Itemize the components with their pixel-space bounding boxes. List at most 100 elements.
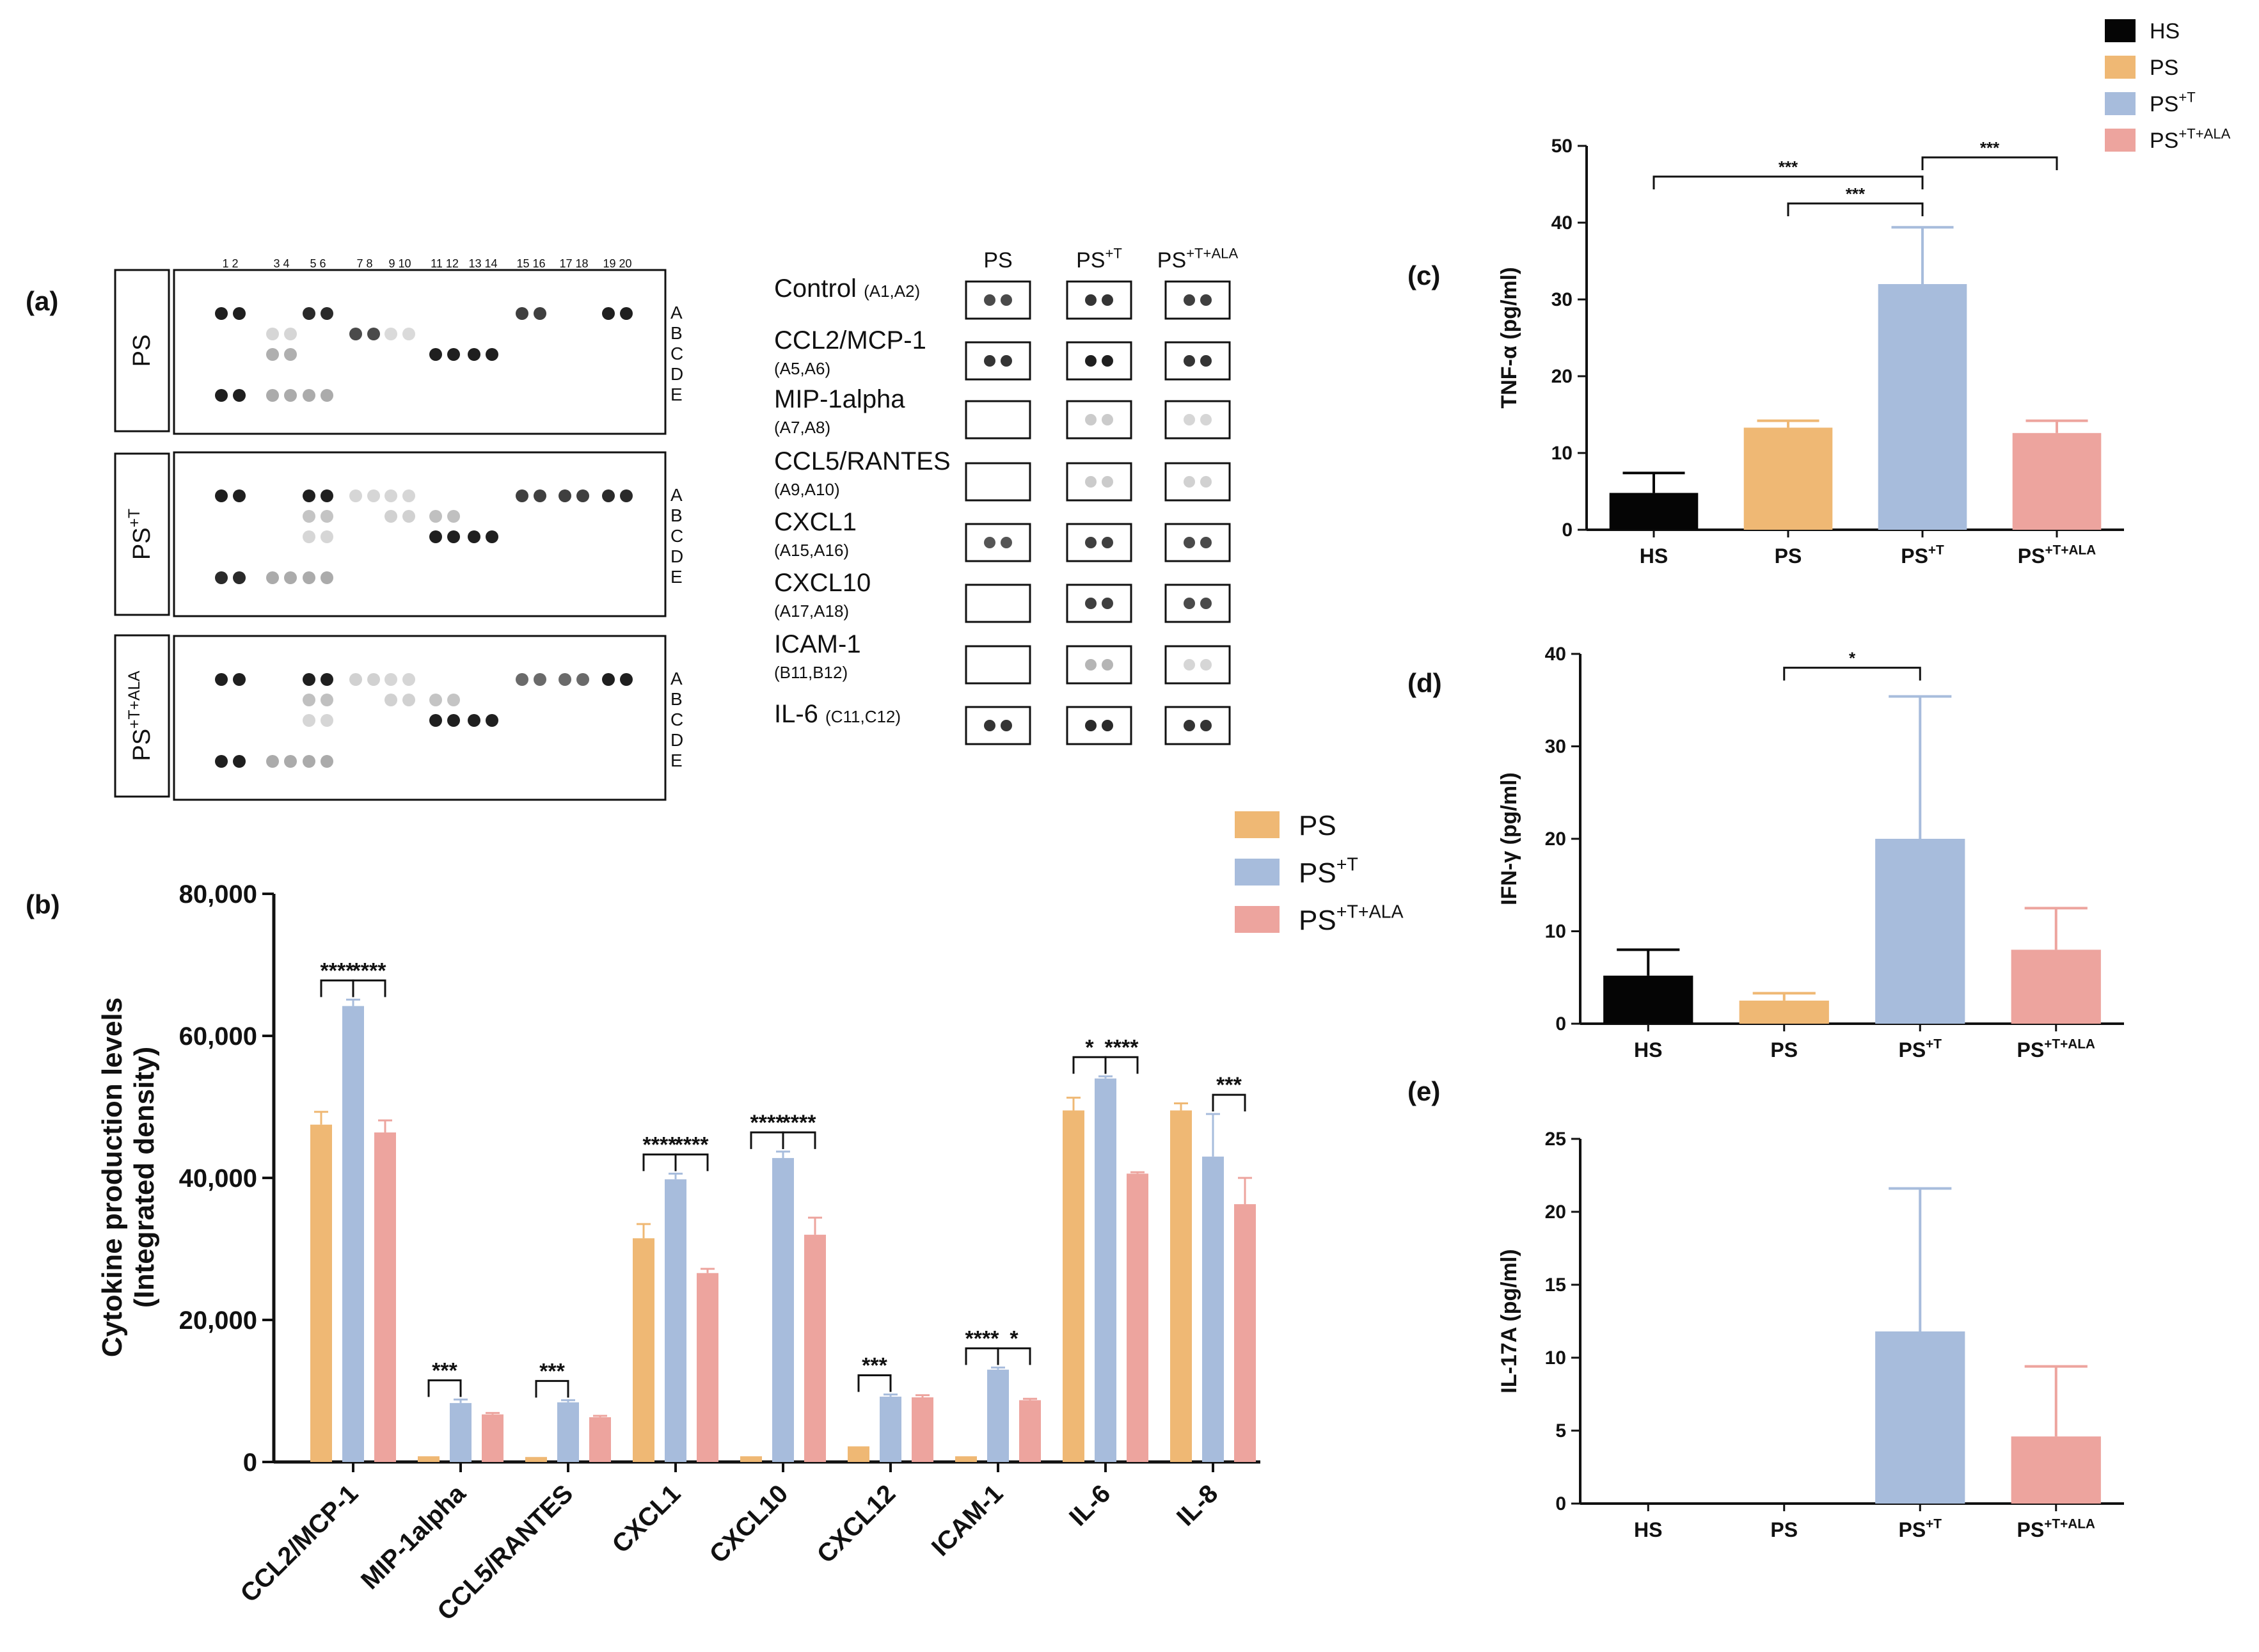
- zoom-row: Control (A1,A2): [774, 274, 1231, 320]
- column-number: 1 2: [222, 257, 238, 270]
- legend-label-base: PS: [2150, 92, 2178, 116]
- group-PST: PS+T: [1875, 695, 1965, 1061]
- cytokine-coords: (A7,A8): [774, 418, 830, 437]
- zoom-column-header-base: PS: [983, 248, 1012, 273]
- membrane-spot: [266, 389, 279, 402]
- category-group: CXCL10: [704, 1150, 826, 1569]
- cytokine-coords: (C11,C12): [825, 707, 901, 726]
- membrane-box: [173, 635, 667, 801]
- bar-HS: [1609, 493, 1699, 530]
- x-tick-label: CXCL10: [704, 1479, 794, 1569]
- bar-PSTALA: [697, 1273, 718, 1462]
- zoom-spot: [984, 537, 995, 548]
- zoom-spot-box: [1164, 645, 1231, 685]
- zoom-row: IL-6 (C11,C12): [774, 700, 1231, 745]
- membrane-spot: [620, 307, 633, 320]
- membrane-spot: [367, 489, 380, 502]
- zoom-spot-box: [965, 462, 1031, 502]
- zoom-spot: [1200, 659, 1212, 671]
- zoom-spot: [1102, 294, 1113, 306]
- zoom-spot: [1200, 598, 1212, 609]
- y-tick-label: 80,000: [179, 880, 257, 909]
- bar-PS: [525, 1457, 547, 1462]
- membrane-spot: [429, 694, 442, 706]
- zoom-spot-box: [965, 280, 1031, 320]
- row-letter: E: [670, 567, 683, 587]
- bar-HS: [1603, 975, 1693, 1024]
- x-tick-label: IL-6: [1064, 1479, 1116, 1531]
- x-tick-label-sup: +T: [1926, 1037, 1942, 1052]
- bar-PST: [450, 1402, 472, 1462]
- bracket-line: [1104, 1056, 1139, 1074]
- panel-label-c: (c): [1407, 260, 1440, 290]
- significance-label: ***: [1980, 138, 2000, 157]
- membrane-spot: [620, 673, 633, 686]
- membrane-spot: [233, 673, 246, 686]
- significance-label: ***: [1846, 184, 1866, 203]
- membrane-spot: [602, 489, 615, 502]
- zoom-spot: [1001, 537, 1012, 548]
- bar-PST: [772, 1157, 794, 1462]
- zoom-column-header-base: PS: [1076, 248, 1105, 273]
- membrane-spot: [349, 328, 362, 340]
- group-PSTALA: PS+T+ALA: [2012, 419, 2102, 568]
- zoom-row: CCL5/RANTES (A9,A10): [774, 447, 1231, 502]
- bar-PSTALA: [374, 1132, 396, 1462]
- significance-label: ****: [675, 1132, 709, 1157]
- membrane-spot: [516, 673, 528, 686]
- membrane-spot: [447, 694, 460, 706]
- significance-label: ****: [321, 958, 355, 983]
- membrane-spot: [534, 489, 546, 502]
- legend-swatch: [2105, 129, 2136, 152]
- legend-swatch: [2105, 92, 2136, 115]
- membrane-spot: [233, 755, 246, 768]
- cytokine-coords: (B11,B12): [774, 663, 848, 682]
- membrane-spot: [402, 673, 415, 686]
- membrane-spot: [367, 673, 380, 686]
- column-number: 3 4: [273, 257, 289, 270]
- zoom-spot-box: [1164, 584, 1231, 623]
- legend-swatch: [1235, 906, 1280, 933]
- column-number: 13 14: [468, 257, 497, 270]
- category-group: ICAM-1: [926, 1366, 1041, 1562]
- membrane-spot: [215, 571, 228, 584]
- zoom-spot-box: [1164, 462, 1231, 502]
- membrane-spot: [233, 307, 246, 320]
- group-HS: HS: [1634, 1504, 1662, 1541]
- bar-PSTALA: [2011, 1436, 2101, 1504]
- bracket-line: [1653, 175, 1924, 189]
- x-tick-label: HS: [1640, 544, 1668, 568]
- x-tick-label: HS: [1634, 1038, 1662, 1061]
- column-number: 17 18: [559, 257, 588, 270]
- row-letter: E: [670, 751, 683, 770]
- legend-label: PS+T: [1299, 855, 1358, 889]
- membrane-spot: [516, 307, 528, 320]
- significance-bracket: ****: [782, 1111, 817, 1149]
- x-tick-label: CXCL12: [812, 1479, 901, 1569]
- category-group: IL-6: [1063, 1075, 1148, 1532]
- category-group: CCL2/MCP-1: [235, 998, 396, 1608]
- zoom-row: CCL2/MCP-1 (A5,A6): [774, 326, 1231, 381]
- cytokine-name: CXCL10: [774, 569, 871, 597]
- legend-label-sup: +T: [2178, 90, 2195, 106]
- membrane-spot: [486, 714, 498, 727]
- zoom-spot: [1102, 355, 1113, 367]
- panel-label-e: (e): [1407, 1076, 1440, 1106]
- legend-label: PS: [2150, 56, 2178, 80]
- x-tick-label-base: PS: [2017, 1518, 2045, 1541]
- membrane-spot: [266, 328, 279, 340]
- membrane-box: [173, 269, 667, 435]
- membrane-spot: [303, 755, 315, 768]
- x-tick-label-base: PS: [1901, 544, 1928, 568]
- x-tick-label-base: HS: [1640, 544, 1668, 568]
- significance-label: ****: [782, 1111, 817, 1135]
- membrane-spot: [321, 714, 333, 727]
- membrane-label: PS: [129, 335, 155, 367]
- y-tick-label: 10: [1545, 1347, 1566, 1369]
- zoom-spot: [1184, 414, 1195, 425]
- significance-bracket: ***: [1787, 184, 1924, 216]
- zoom-spot: [1200, 414, 1212, 425]
